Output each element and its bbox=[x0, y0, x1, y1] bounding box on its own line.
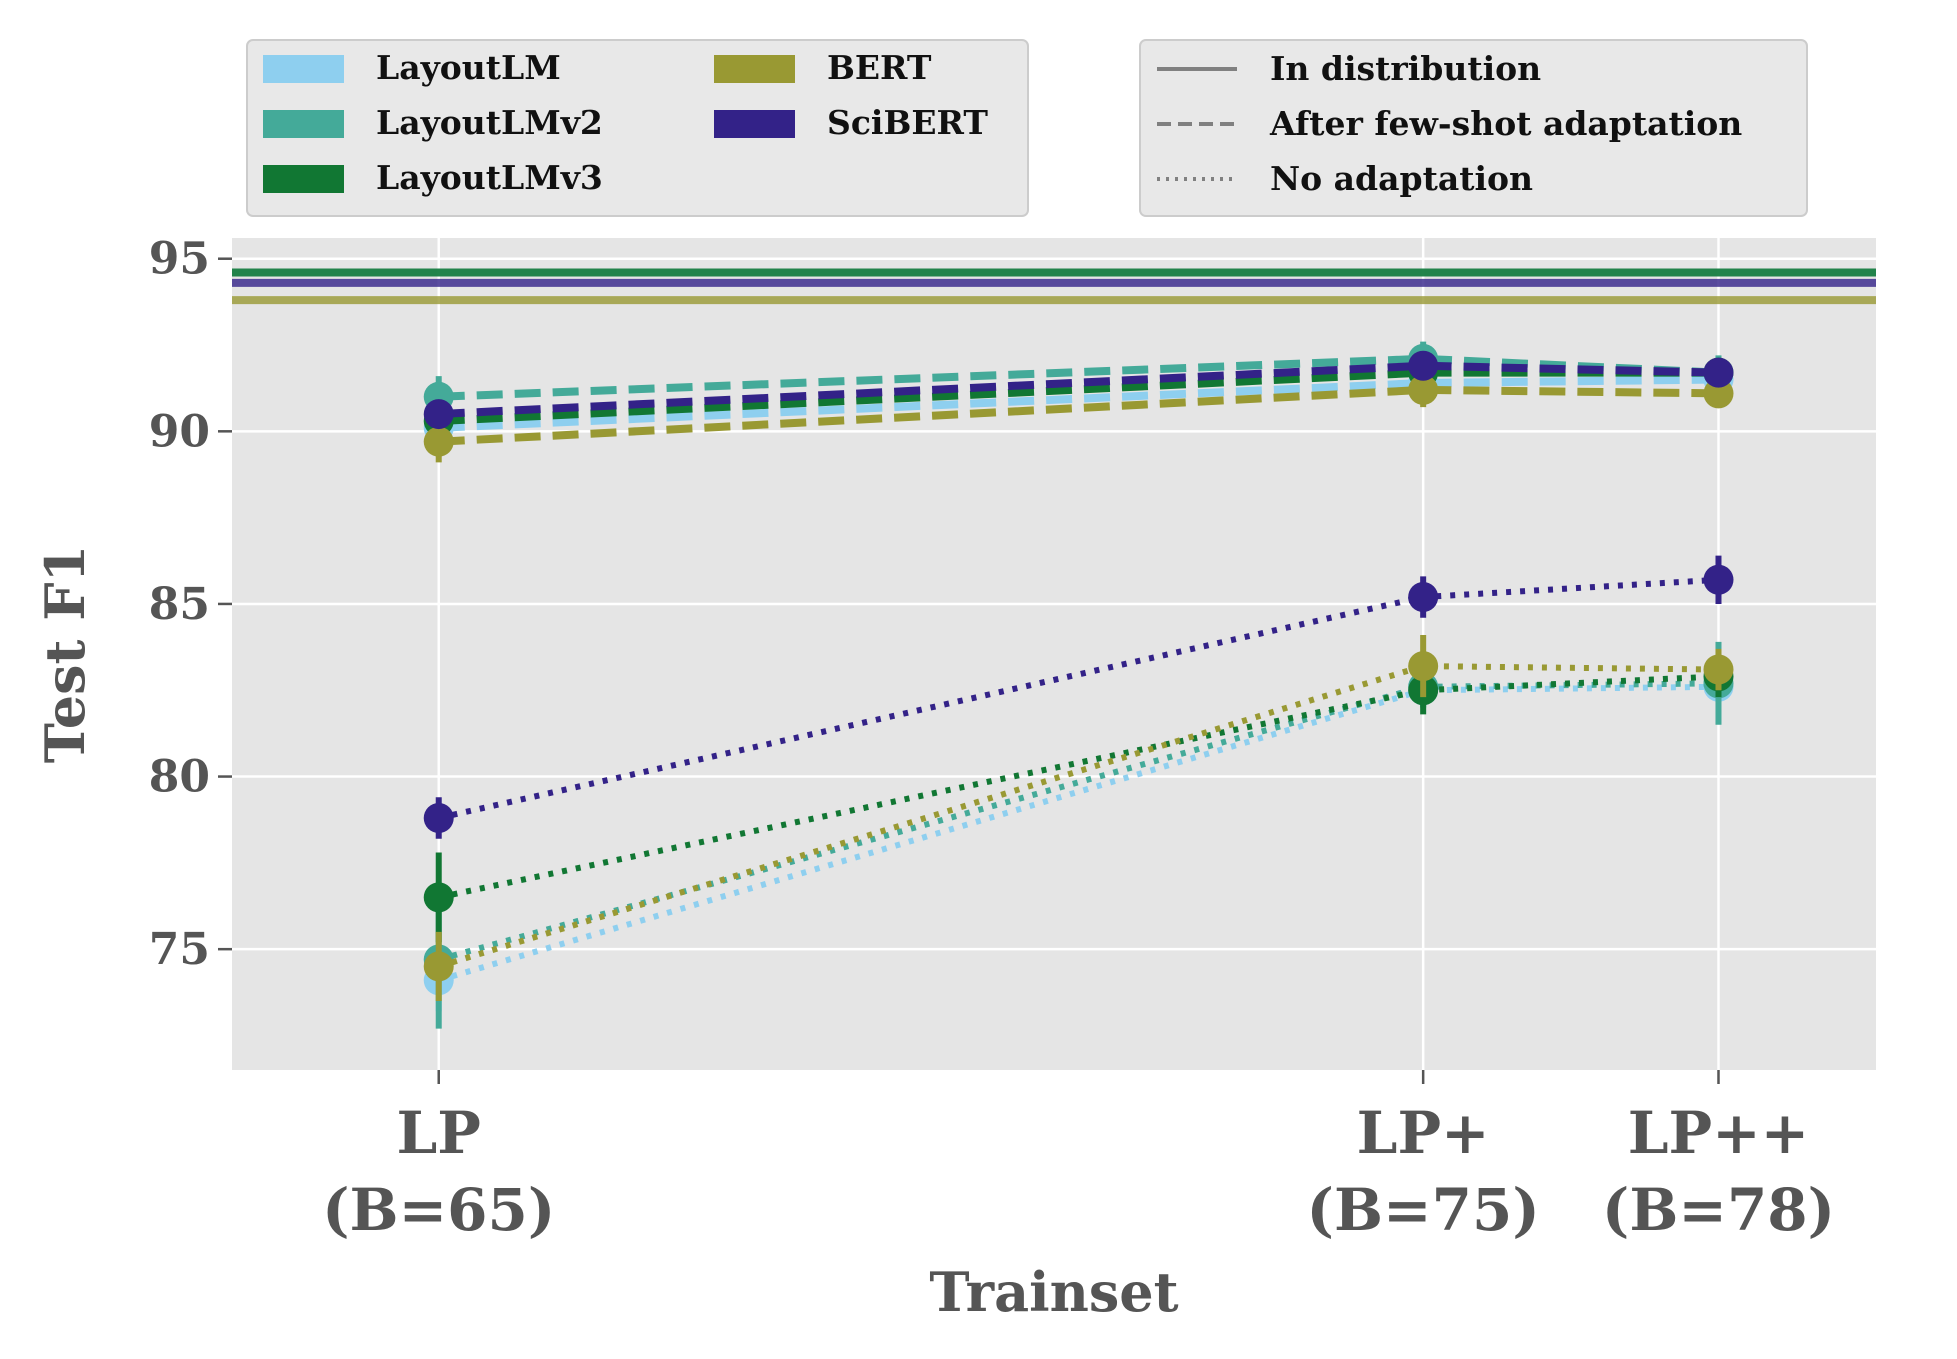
series-bert-no-adaptation bbox=[423, 635, 1734, 1001]
x-tick-label: LP+ bbox=[1357, 1099, 1490, 1167]
data-point bbox=[423, 951, 454, 982]
x-tick-sublabel: (B=75) bbox=[1307, 1176, 1540, 1244]
legend-models-frame bbox=[246, 39, 1029, 217]
data-point bbox=[1408, 651, 1439, 682]
legend-label-after-few-shot-adaptation: After few-shot adaptation bbox=[1269, 104, 1742, 143]
data-point bbox=[1703, 378, 1734, 409]
series-scibert-after-few-shot bbox=[423, 350, 1734, 430]
data-point bbox=[1703, 564, 1734, 595]
series-scibert-no-adaptation bbox=[423, 555, 1734, 839]
series-line bbox=[438, 361, 1719, 419]
data-point bbox=[1408, 350, 1439, 381]
data-point bbox=[1408, 582, 1439, 613]
data-point bbox=[1703, 654, 1734, 685]
x-tick-label: LP++ bbox=[1628, 1099, 1810, 1167]
legend-styles-items: In distribution After few-shot adaptation… bbox=[1157, 49, 1742, 198]
legend-models: LayoutLM LayoutLMv2 LayoutLMv3 BERT SciBERT bbox=[246, 39, 1029, 217]
y-tick-label: 75 bbox=[149, 924, 210, 975]
legend-label-bert: BERT bbox=[827, 48, 932, 87]
series-line bbox=[438, 375, 1719, 432]
legend-styles-frame bbox=[1139, 39, 1808, 217]
x-tick-label: LP bbox=[397, 1099, 481, 1167]
x-tick-sublabel: (B=78) bbox=[1602, 1176, 1835, 1244]
legend-label-scibert: SciBERT bbox=[827, 103, 988, 142]
legend-swatch-scibert bbox=[714, 110, 795, 138]
legend-swatch-layoutlm bbox=[263, 55, 344, 83]
x-tick-sublabel: (B=65) bbox=[322, 1176, 555, 1244]
series-line bbox=[438, 385, 1719, 446]
y-tick-label: 90 bbox=[149, 406, 210, 457]
plot-area bbox=[232, 238, 1876, 1070]
legend-swatch-layoutlmv3 bbox=[263, 165, 344, 193]
legend-label-no-adaptation: No adaptation bbox=[1270, 159, 1533, 198]
data-point bbox=[423, 882, 454, 913]
legend-swatch-bert bbox=[714, 55, 795, 83]
series bbox=[423, 341, 1734, 1029]
axes: 75 80 85 90 95 LP (B=65) LP+ (B=75) LP++ (B=78) bbox=[149, 234, 1835, 1244]
legend-models-items: LayoutLM LayoutLMv2 LayoutLMv3 BERT SciBERT bbox=[263, 48, 988, 197]
data-point bbox=[423, 399, 454, 430]
data-point bbox=[423, 802, 454, 833]
in-distribution-lines bbox=[232, 268, 1876, 305]
series-line bbox=[437, 680, 1719, 963]
plot-background bbox=[232, 238, 1876, 1070]
data-point bbox=[1703, 357, 1734, 388]
legend-styles: In distribution After few-shot adaptation… bbox=[1139, 39, 1808, 217]
legend-label-in-distribution: In distribution bbox=[1270, 49, 1541, 88]
x-axis-label: Trainset bbox=[929, 1260, 1178, 1324]
legend-label-layoutlmv2: LayoutLMv2 bbox=[376, 103, 603, 142]
legend-swatch-layoutlmv2 bbox=[263, 110, 344, 138]
data-point bbox=[423, 426, 454, 457]
y-tick-label: 85 bbox=[149, 579, 210, 630]
y-tick-label: 95 bbox=[149, 234, 210, 285]
legend-label-layoutlmv3: LayoutLMv3 bbox=[376, 158, 603, 197]
y-tick-label: 80 bbox=[149, 752, 210, 803]
y-axis-label: Test F1 bbox=[33, 545, 97, 763]
data-point bbox=[1408, 374, 1439, 405]
legend-label-layoutlm: LayoutLM bbox=[376, 48, 561, 87]
